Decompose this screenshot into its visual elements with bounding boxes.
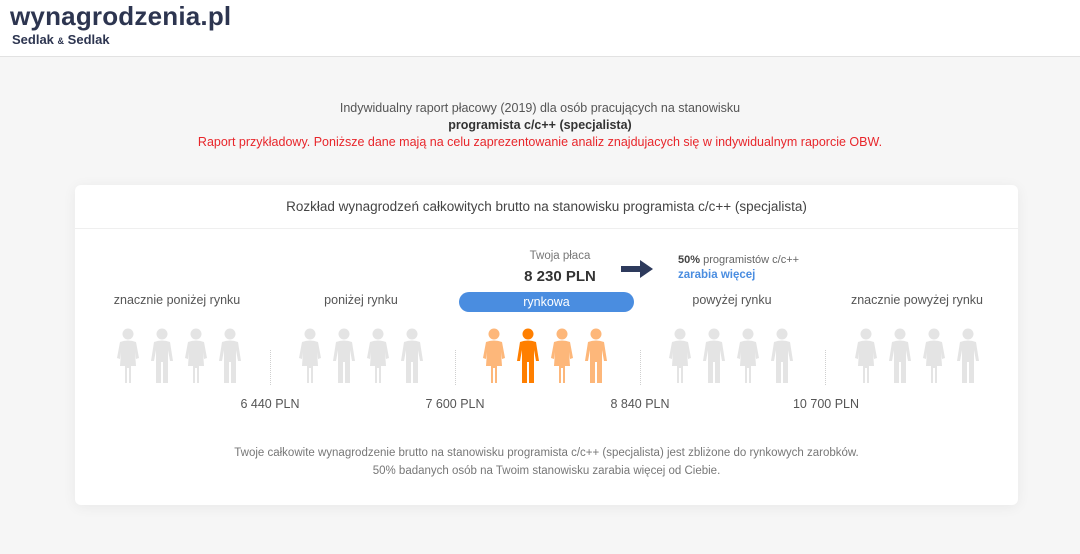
man-icon [583,328,609,384]
woman-icon [115,328,141,384]
separator [270,350,271,385]
earn-more-link[interactable]: zarabia więcej [678,269,756,281]
separator [455,350,456,385]
people-group-above [667,328,795,384]
threshold-4: 10 700 PLN [792,397,860,411]
woman-icon [297,328,323,384]
more-text: programistów c/c++ [703,254,800,266]
intro-line: Indywidualny raport płacowy (2019) dla o… [339,101,741,115]
woman-icon [183,328,209,384]
salary-distribution-card: Rozkład wynagrodzeń całkowitych brutto n… [75,185,1018,505]
arrow-right-icon [621,260,653,278]
category-label-far-below: znacznie poniżej rynku [113,293,241,307]
category-label-far-above: znacznie powyżej rynku [850,293,983,307]
site-header: wynagrodzenia.pl Sedlak & Sedlak [0,0,1080,57]
your-salary-label: Twoja płaca [529,250,591,262]
people-group-far-above [853,328,981,384]
woman-icon [667,328,693,384]
category-label-above: powyżej rynku [692,293,772,307]
man-icon [887,328,913,384]
people-group-market [481,328,609,384]
woman-icon [549,328,575,384]
man-icon [331,328,357,384]
category-label-market: rynkowa [459,292,634,312]
woman-icon [365,328,391,384]
man-icon [399,328,425,384]
separator [640,350,641,385]
sub-logo: Sedlak & Sedlak [12,32,110,47]
sub-logo-part1: Sedlak [12,32,54,47]
threshold-2: 7 600 PLN [425,397,485,411]
man-icon [217,328,243,384]
threshold-1: 6 440 PLN [240,397,300,411]
people-group-below [297,328,425,384]
summary-text: Twoje całkowite wynagrodzenie brutto na … [75,444,1018,480]
sub-logo-part2: Sedlak [67,32,110,47]
woman-icon [921,328,947,384]
woman-icon [481,328,507,384]
people-group-far-below [115,328,243,384]
summary-line-1: Twoje całkowite wynagrodzenie brutto na … [234,447,859,459]
sub-logo-amp: & [57,36,65,46]
logo[interactable]: wynagrodzenia.pl [10,1,232,31]
woman-icon [735,328,761,384]
more-percent: 50% [678,254,701,266]
threshold-3: 8 840 PLN [610,397,670,411]
report-intro: Indywidualny raport płacowy (2019) dla o… [0,100,1080,151]
your-salary-value: 8 230 PLN [524,268,596,285]
man-icon [769,328,795,384]
category-label-below: poniżej rynku [324,293,398,307]
position-name: programista c/c++ (specjalista) [448,118,632,132]
man-icon [149,328,175,384]
man-icon [701,328,727,384]
woman-icon [853,328,879,384]
man-icon-you [515,328,541,384]
man-icon [955,328,981,384]
separator [825,350,826,385]
sample-notice: Raport przykładowy. Poniższe dane mają n… [197,135,883,149]
summary-line-2: 50% badanych osób na Twoim stanowisku za… [372,465,721,477]
more-earners-text: 50% programistów c/c++ [678,254,799,266]
card-title: Rozkład wynagrodzeń całkowitych brutto n… [75,185,1018,229]
